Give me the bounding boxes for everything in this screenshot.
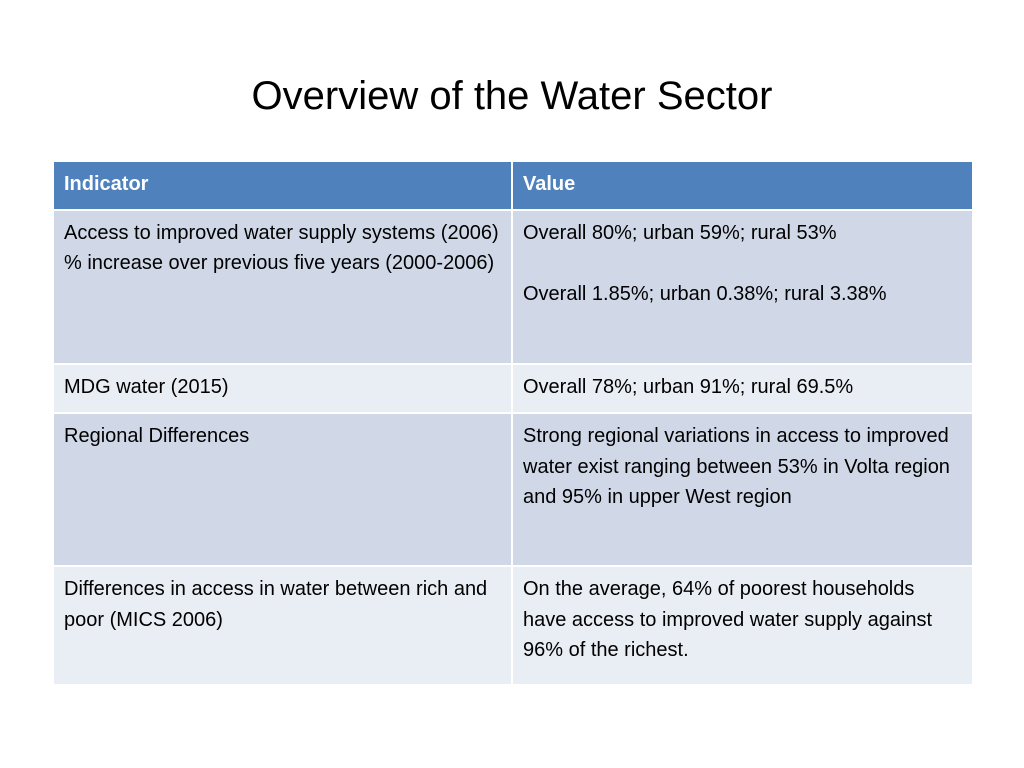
value-cell: Strong regional variations in access to … [511, 412, 974, 567]
value-cell: Overall 78%; urban 91%; rural 69.5% [511, 362, 974, 414]
indicator-cell: Differences in access in water between r… [52, 565, 513, 686]
column-header-value: Value [511, 160, 974, 211]
indicator-cell: Regional Differences [52, 412, 513, 567]
indicator-line: Access to improved water supply systems … [64, 221, 499, 244]
slide-title: Overview of the Water Sector [251, 74, 773, 118]
table-row: MDG water (2015) Overall 78%; urban 91%;… [52, 362, 974, 414]
line-spacer [523, 248, 962, 279]
indicator-line: % increase over previous five years (200… [64, 252, 495, 274]
table-row: Access to improved water supply systems … [52, 208, 974, 365]
table-row: Regional Differences Strong regional var… [52, 412, 974, 567]
indicator-cell: Access to improved water supply systems … [52, 208, 513, 365]
table-header-row: Indicator Value [52, 160, 974, 211]
indicator-cell: MDG water (2015) [52, 362, 513, 414]
value-cell: On the average, 64% of poorest household… [511, 565, 974, 686]
value-line: Overall 1.85%; urban 0.38%; rural 3.38% [523, 282, 887, 305]
table-row: Differences in access in water between r… [52, 565, 974, 686]
value-cell: Overall 80%; urban 59%; rural 53% Overal… [511, 208, 974, 365]
water-sector-table: Indicator Value Access to improved water… [52, 160, 974, 686]
column-header-indicator: Indicator [52, 160, 513, 211]
value-line: Overall 80%; urban 59%; rural 53% [523, 221, 837, 244]
